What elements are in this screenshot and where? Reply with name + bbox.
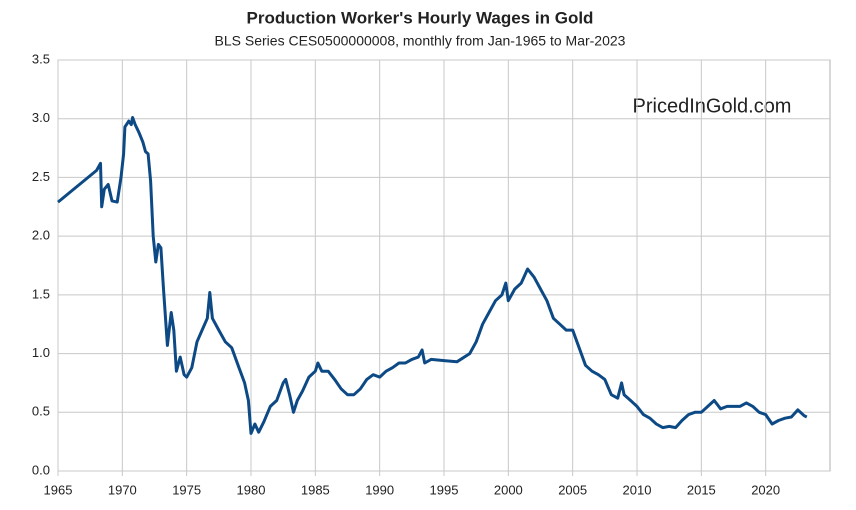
x-tick-label: 1980 (237, 482, 266, 497)
chart-subtitle: BLS Series CES0500000008, monthly from J… (215, 33, 626, 49)
data-line (57, 116, 808, 435)
x-tick-label: 1985 (301, 482, 330, 497)
x-tick-label: 2015 (687, 482, 716, 497)
x-tick-label: 2000 (494, 482, 523, 497)
x-tick-label: 1965 (44, 482, 73, 497)
x-tick-label: 1970 (108, 482, 137, 497)
y-tick-label: 2.0 (32, 228, 50, 243)
x-tick-label: 1995 (430, 482, 459, 497)
y-tick-label: 0.5 (32, 404, 50, 419)
y-tick-label: 2.5 (32, 169, 50, 184)
watermark: PricedInGold.com (633, 95, 792, 117)
x-tick-label: 1990 (365, 482, 394, 497)
y-tick-label: 3.5 (32, 51, 50, 66)
chart-title: Production Worker's Hourly Wages in Gold (247, 8, 594, 27)
x-tick-label: 2005 (558, 482, 587, 497)
x-tick-label: 1975 (172, 482, 201, 497)
y-tick-label: 0.0 (32, 462, 50, 477)
y-tick-label: 3.0 (32, 110, 50, 125)
y-tick-label: 1.5 (32, 286, 50, 301)
x-tick-label: 2010 (623, 482, 652, 497)
y-tick-label: 1.0 (32, 345, 50, 360)
x-tick-label: 2020 (751, 482, 780, 497)
